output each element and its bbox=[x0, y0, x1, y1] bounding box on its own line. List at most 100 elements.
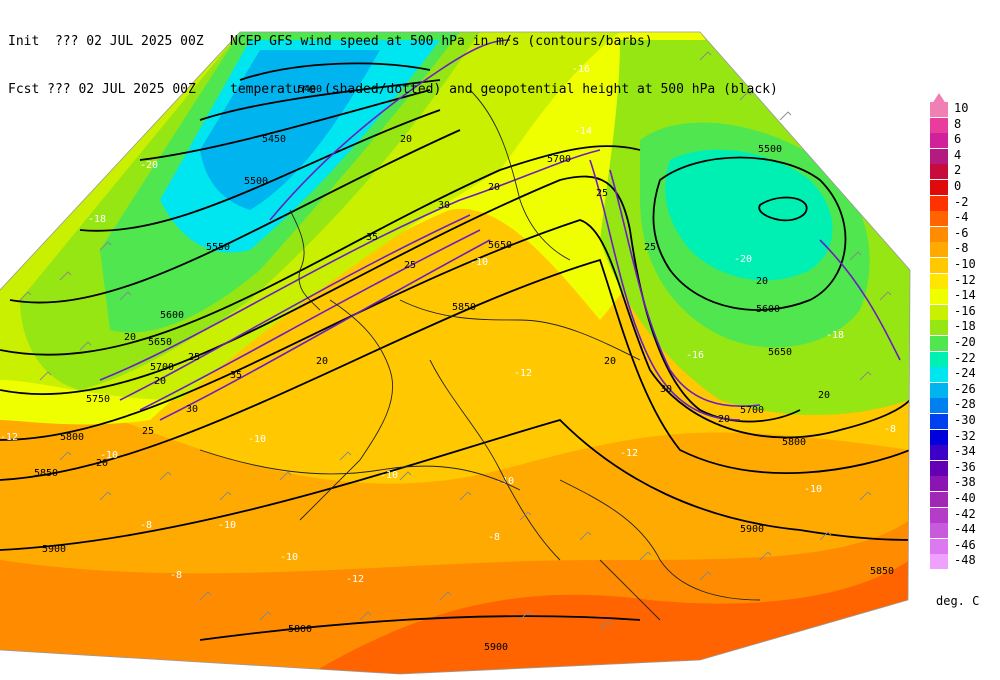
svg-text:-8: -8 bbox=[170, 570, 182, 581]
legend-swatch bbox=[930, 320, 948, 336]
svg-text:30: 30 bbox=[438, 200, 450, 211]
legend-tick-label: -42 bbox=[954, 506, 976, 521]
legend-tick-label: 8 bbox=[954, 116, 962, 131]
svg-text:-10: -10 bbox=[804, 484, 822, 495]
map-domain-outline bbox=[0, 31, 911, 675]
legend-tick-label: -24 bbox=[954, 366, 976, 381]
legend-tick-label: 6 bbox=[954, 132, 962, 147]
legend-tick-label: -48 bbox=[954, 553, 976, 568]
svg-text:25: 25 bbox=[404, 260, 416, 271]
legend-tick-label: -34 bbox=[954, 444, 976, 459]
legend-swatch bbox=[930, 460, 948, 476]
legend-tick-label: -8 bbox=[954, 241, 969, 256]
legend-swatch bbox=[930, 258, 948, 274]
svg-text:-10: -10 bbox=[218, 520, 236, 531]
coastlines bbox=[199, 89, 761, 621]
svg-text:20: 20 bbox=[718, 414, 730, 425]
legend-swatch bbox=[930, 117, 948, 133]
legend-tick-label: -2 bbox=[954, 194, 969, 209]
legend-swatch bbox=[930, 445, 948, 461]
legend-tick-label: -4 bbox=[954, 210, 969, 225]
svg-text:5850: 5850 bbox=[452, 302, 476, 313]
legend-tick-label: -30 bbox=[954, 413, 976, 427]
svg-text:-20: -20 bbox=[140, 160, 158, 171]
legend-swatch bbox=[930, 180, 948, 196]
legend-swatch bbox=[930, 133, 948, 149]
legend-swatch bbox=[930, 492, 948, 508]
legend-swatch bbox=[930, 523, 948, 539]
svg-text:-10: -10 bbox=[248, 434, 266, 445]
legend-units: deg. C bbox=[936, 594, 980, 608]
legend-swatch bbox=[930, 351, 948, 367]
legend-tick-label: -6 bbox=[954, 225, 969, 240]
svg-text:20: 20 bbox=[604, 356, 616, 367]
svg-text:5700: 5700 bbox=[547, 154, 571, 165]
svg-text:5700: 5700 bbox=[150, 362, 174, 373]
svg-text:5700: 5700 bbox=[740, 405, 764, 416]
svg-text:25: 25 bbox=[596, 188, 608, 199]
svg-text:-12: -12 bbox=[620, 448, 638, 459]
legend-tick-label: -38 bbox=[954, 475, 976, 490]
legend-swatch bbox=[930, 336, 948, 352]
legend-tick-label: -44 bbox=[954, 522, 976, 537]
legend-swatch bbox=[930, 554, 948, 570]
legend-tick-label: -28 bbox=[954, 397, 976, 412]
svg-text:5850: 5850 bbox=[870, 566, 894, 577]
svg-text:20: 20 bbox=[818, 390, 830, 401]
svg-text:5650: 5650 bbox=[148, 337, 172, 348]
svg-text:-16: -16 bbox=[686, 350, 704, 361]
legend-tick-label: -14 bbox=[954, 288, 976, 303]
legend-swatch bbox=[930, 273, 948, 289]
legend-swatch bbox=[930, 226, 948, 242]
legend-tick-label: -26 bbox=[954, 381, 976, 396]
legend-swatch bbox=[930, 382, 948, 398]
legend-swatch bbox=[930, 367, 948, 383]
legend-tick-label: -10 bbox=[954, 257, 976, 271]
legend-tick-label: -46 bbox=[954, 537, 976, 552]
svg-text:5550: 5550 bbox=[206, 242, 230, 253]
legend-tick-label: -22 bbox=[954, 350, 976, 365]
map-header: Init ??? 02 JUL 2025 00Z NCEP GFS wind sp… bbox=[8, 2, 778, 114]
temperature-labels: -16 -14 -18 -20 -12 -10 -8 -10 -10 -10 -… bbox=[0, 64, 896, 585]
height-labels: 5400 5450 5500 5550 5600 5650 5700 5750 … bbox=[34, 84, 894, 653]
svg-text:-8: -8 bbox=[140, 520, 152, 531]
init-label: Init ??? 02 JUL 2025 00Z bbox=[8, 34, 204, 49]
legend-swatch bbox=[930, 398, 948, 414]
wind-speed-contours bbox=[99, 39, 901, 421]
svg-text:5650: 5650 bbox=[488, 240, 512, 251]
svg-text:5500: 5500 bbox=[758, 144, 782, 155]
legend-swatch bbox=[930, 414, 948, 430]
svg-text:5600: 5600 bbox=[756, 304, 780, 315]
svg-text:20: 20 bbox=[154, 376, 166, 387]
svg-text:5850: 5850 bbox=[34, 468, 58, 479]
legend-swatch bbox=[930, 429, 948, 445]
svg-text:-18: -18 bbox=[826, 330, 844, 341]
svg-text:-10: -10 bbox=[280, 552, 298, 563]
svg-text:-12: -12 bbox=[514, 368, 532, 379]
svg-text:5900: 5900 bbox=[484, 642, 508, 653]
legend-swatch bbox=[930, 195, 948, 211]
svg-text:20: 20 bbox=[96, 458, 108, 469]
svg-text:20: 20 bbox=[316, 356, 328, 367]
svg-text:5800: 5800 bbox=[288, 624, 312, 635]
svg-text:-10: -10 bbox=[100, 450, 118, 461]
legend-tick-label: 2 bbox=[954, 163, 962, 178]
legend-swatch bbox=[930, 289, 948, 305]
svg-text:20: 20 bbox=[400, 134, 412, 145]
svg-text:20: 20 bbox=[124, 332, 136, 343]
legend-tick-label: 4 bbox=[954, 147, 962, 162]
svg-text:-12: -12 bbox=[0, 432, 18, 443]
svg-text:5650: 5650 bbox=[768, 347, 792, 358]
legend-tick-label: -12 bbox=[954, 272, 976, 287]
svg-text:20: 20 bbox=[488, 182, 500, 193]
svg-text:5800: 5800 bbox=[782, 437, 806, 448]
svg-text:5750: 5750 bbox=[86, 394, 110, 405]
svg-text:5900: 5900 bbox=[42, 544, 66, 555]
svg-text:5400: 5400 bbox=[298, 84, 322, 95]
svg-text:-10: -10 bbox=[470, 257, 488, 268]
legend-swatch bbox=[930, 476, 948, 492]
legend-swatch bbox=[930, 102, 948, 118]
legend-tick-label: -20 bbox=[954, 335, 976, 349]
legend-tick-label: -36 bbox=[954, 459, 976, 474]
